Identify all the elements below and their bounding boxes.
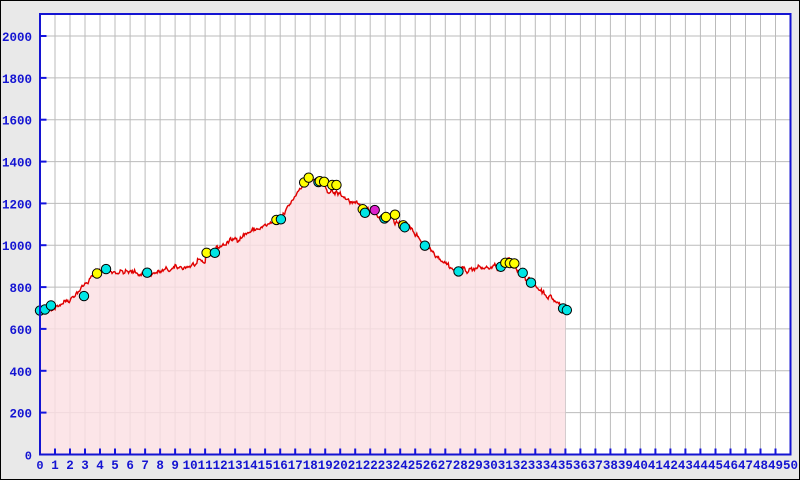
svg-text:35: 35	[558, 459, 573, 473]
svg-text:7: 7	[141, 459, 149, 473]
svg-text:5: 5	[111, 459, 119, 473]
svg-text:14: 14	[243, 459, 259, 473]
svg-text:11: 11	[198, 459, 213, 473]
svg-text:3: 3	[81, 459, 89, 473]
svg-text:800: 800	[9, 282, 32, 296]
svg-text:1600: 1600	[2, 115, 32, 129]
svg-text:36: 36	[573, 459, 588, 473]
svg-text:46: 46	[723, 459, 738, 473]
svg-text:38: 38	[603, 459, 618, 473]
svg-text:2: 2	[66, 459, 74, 473]
svg-text:50: 50	[783, 459, 798, 473]
svg-text:43: 43	[678, 459, 693, 473]
svg-text:44: 44	[693, 459, 709, 473]
svg-text:6: 6	[126, 459, 134, 473]
svg-text:400: 400	[9, 366, 32, 380]
svg-text:48: 48	[753, 459, 768, 473]
svg-text:28: 28	[453, 459, 468, 473]
svg-text:13: 13	[228, 459, 243, 473]
svg-text:2000: 2000	[2, 31, 32, 45]
svg-text:15: 15	[258, 459, 273, 473]
svg-text:29: 29	[468, 459, 483, 473]
svg-text:24: 24	[393, 459, 409, 473]
svg-text:1: 1	[51, 459, 59, 473]
svg-text:12: 12	[213, 459, 228, 473]
svg-text:1800: 1800	[2, 73, 32, 87]
svg-text:39: 39	[618, 459, 633, 473]
svg-text:22: 22	[363, 459, 378, 473]
svg-text:40: 40	[633, 459, 648, 473]
svg-text:18: 18	[303, 459, 318, 473]
svg-text:33: 33	[528, 459, 543, 473]
svg-text:41: 41	[648, 459, 663, 473]
svg-text:23: 23	[378, 459, 393, 473]
svg-text:10: 10	[183, 459, 198, 473]
svg-text:19: 19	[318, 459, 333, 473]
svg-text:600: 600	[9, 324, 32, 338]
svg-text:16: 16	[273, 459, 288, 473]
svg-text:1200: 1200	[2, 198, 32, 212]
svg-text:25: 25	[408, 459, 423, 473]
svg-text:8: 8	[156, 459, 164, 473]
svg-text:49: 49	[768, 459, 783, 473]
svg-text:1000: 1000	[2, 240, 32, 254]
svg-text:21: 21	[348, 459, 363, 473]
svg-text:31: 31	[498, 459, 513, 473]
svg-text:4: 4	[96, 459, 104, 473]
svg-text:42: 42	[663, 459, 678, 473]
svg-text:32: 32	[513, 459, 528, 473]
svg-text:30: 30	[483, 459, 498, 473]
svg-text:9: 9	[171, 459, 179, 473]
svg-text:26: 26	[423, 459, 438, 473]
svg-text:20: 20	[333, 459, 348, 473]
svg-text:45: 45	[708, 459, 723, 473]
svg-text:47: 47	[738, 459, 753, 473]
svg-text:1400: 1400	[2, 157, 32, 171]
svg-text:37: 37	[588, 459, 603, 473]
svg-text:34: 34	[543, 459, 559, 473]
svg-text:27: 27	[438, 459, 453, 473]
svg-text:0: 0	[25, 450, 32, 464]
svg-text:0: 0	[36, 459, 43, 473]
svg-text:200: 200	[9, 408, 32, 422]
svg-text:17: 17	[288, 459, 303, 473]
